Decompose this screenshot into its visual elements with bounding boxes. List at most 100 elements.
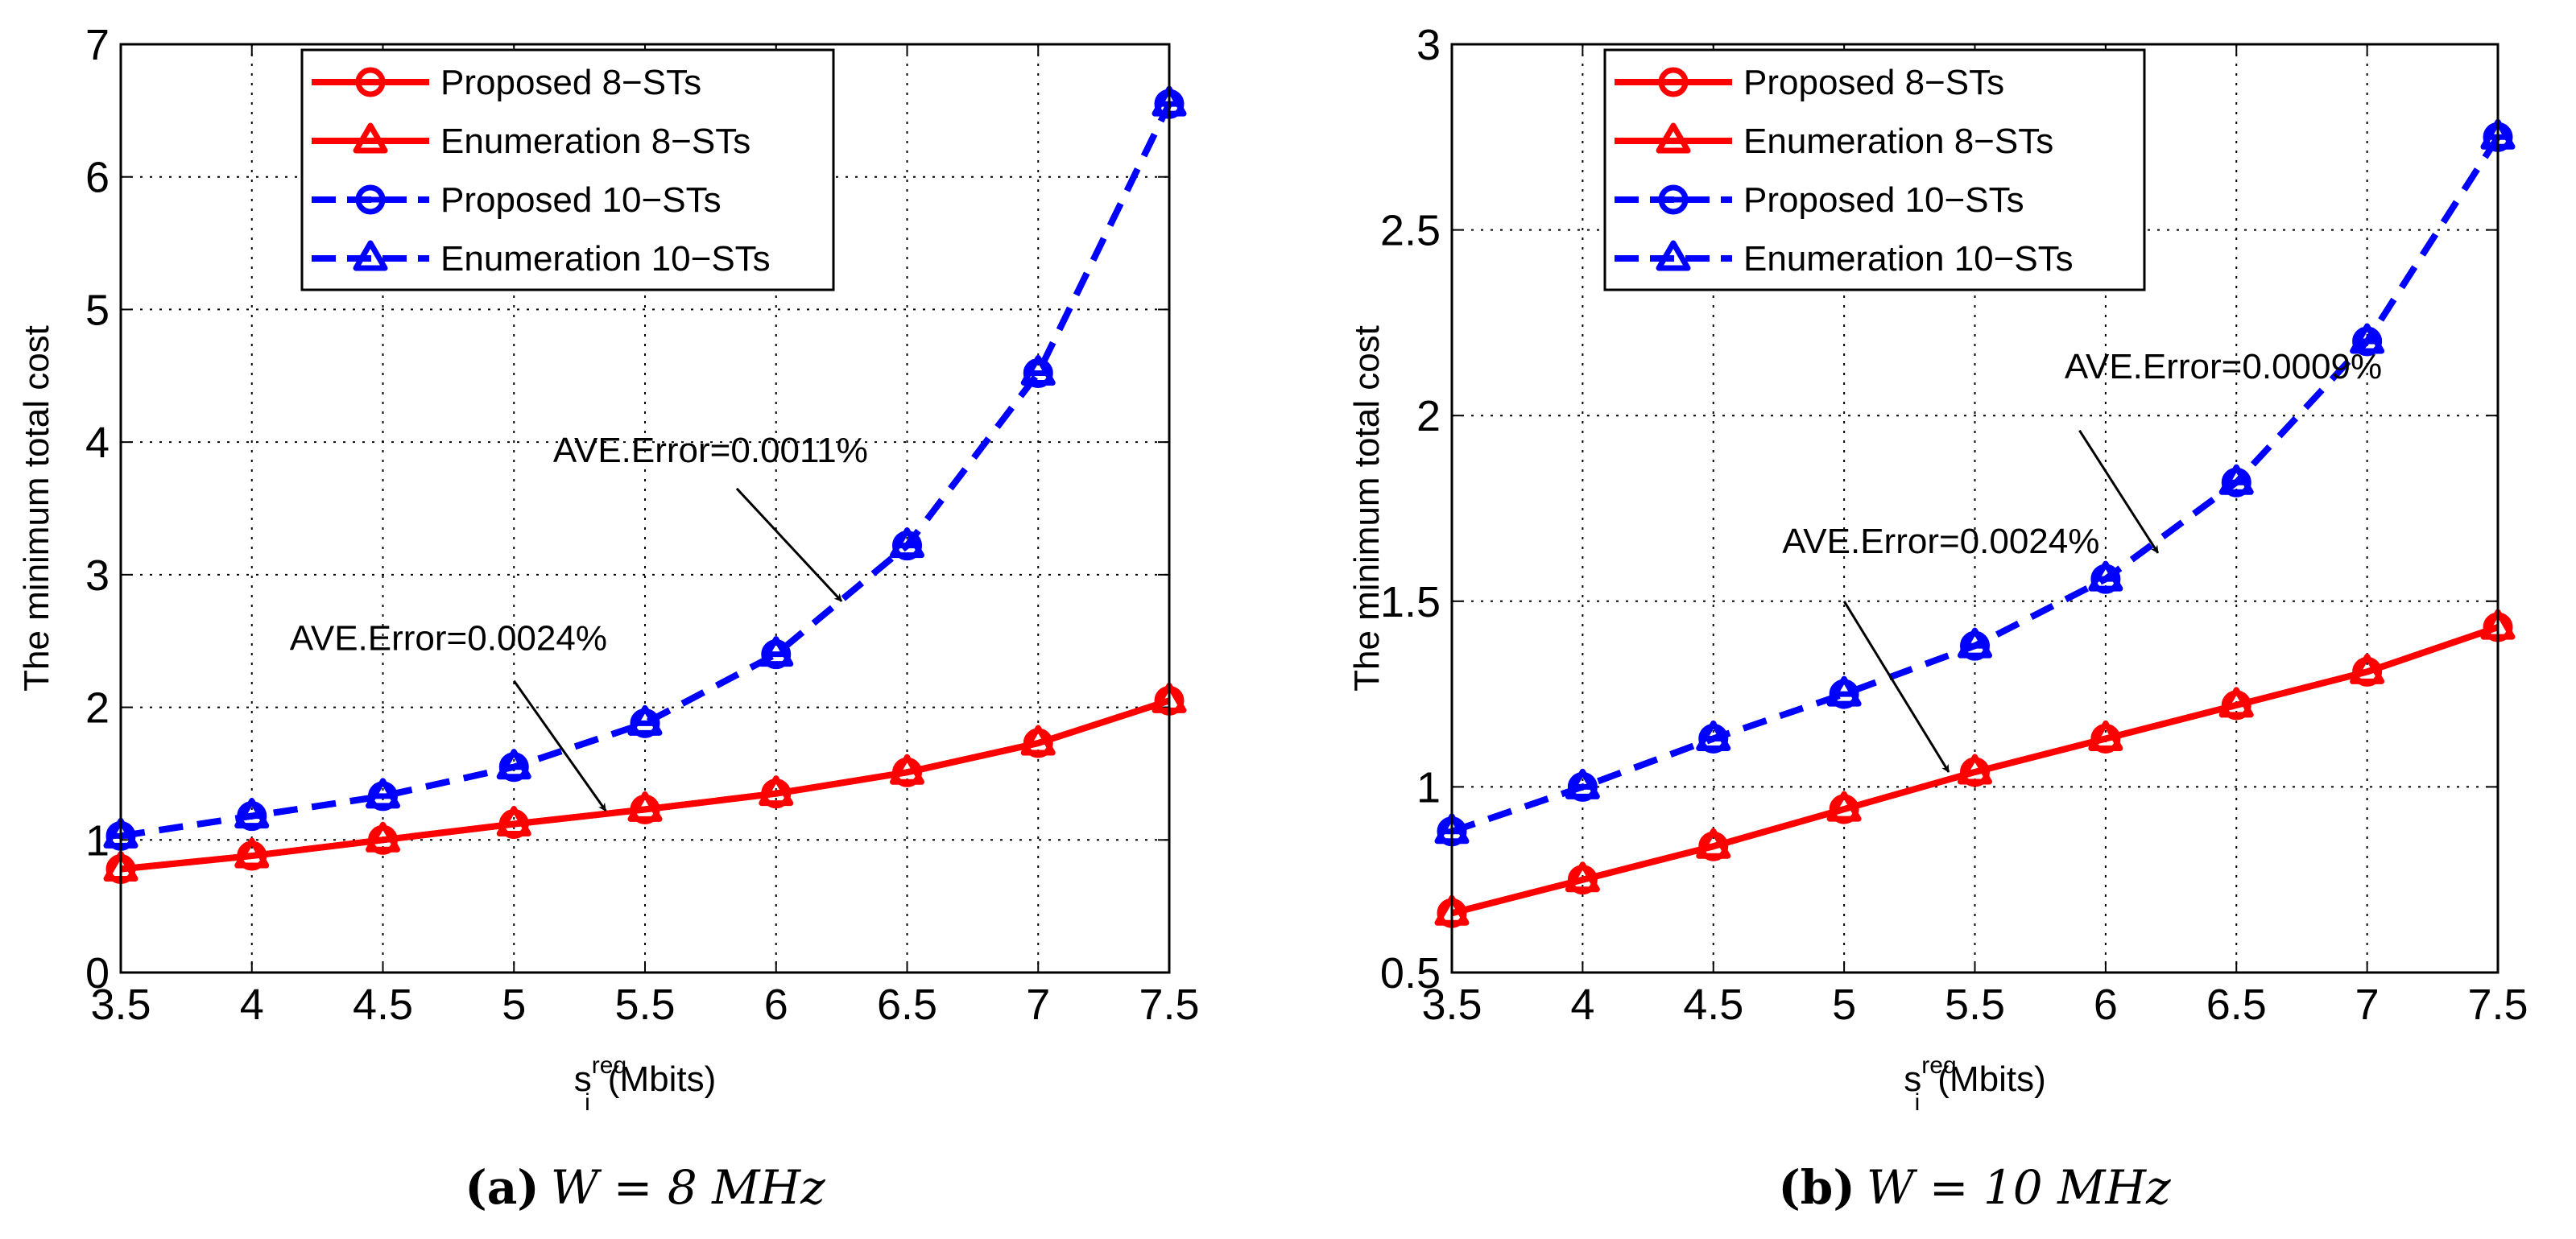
data-point-b-1: [1958, 754, 1992, 785]
data-point-a-1: [1020, 725, 1056, 756]
annotation-arrow-b-1: [1842, 601, 1950, 773]
data-point-b-3: [2088, 560, 2123, 592]
legend-marker-a-1: [353, 122, 388, 154]
legend-b: Proposed 8−STs Enumeration 8−STs Proposed …: [1603, 48, 2146, 291]
x-axis-label-main-b: s: [1904, 1059, 1921, 1099]
x-tick-label-a: 6.5: [877, 981, 937, 1029]
legend-label-b-0: Proposed 8−STs: [1743, 63, 2004, 102]
data-point-b-1: [1696, 828, 1731, 859]
data-point-a-3: [627, 704, 663, 736]
y-tick-label-a: 2: [85, 684, 110, 733]
caption-label-b: (b): [1778, 1160, 1854, 1215]
x-tick-label-a: 3.5: [90, 981, 151, 1029]
legend-label-a-0: Proposed 8−STs: [440, 63, 701, 102]
legend-box-b: [1603, 48, 2146, 291]
legend-a: Proposed 8−STs Enumeration 8−STs Proposed …: [300, 48, 835, 291]
data-point-a-3: [234, 798, 270, 829]
y-tick-label-a: 5: [85, 286, 110, 334]
x-axis-label-main-a: s: [574, 1059, 592, 1099]
annotation-arrow-a-1: [513, 679, 607, 812]
series-line-b-3: [1450, 135, 2501, 835]
annotation-arrow-a-0: [735, 487, 843, 602]
panel-b: 3.5 4 4.5 5 5.5 6 6.5 7 7.5 0.5 1 1.5 2 2.5 3 AVE.Error…: [1347, 21, 2528, 1215]
y-tick-label-b: 2: [1416, 392, 1441, 440]
y-tick-label-b: 0.5: [1380, 949, 1441, 997]
data-point-b-1: [1826, 791, 1862, 822]
x-tick-label-a: 7: [1026, 981, 1050, 1029]
data-point-b-3: [1958, 627, 1992, 659]
x-axis-label-sup-b: req: [1921, 1052, 1956, 1079]
data-point-b-3: [2218, 464, 2254, 495]
data-point-a-3: [496, 749, 531, 780]
data-point-a-1: [234, 837, 270, 869]
data-point-a-1: [627, 791, 663, 822]
annotation-text-b-1: AVE.Error=0.0024%: [1782, 522, 2099, 561]
axes-frame-a: [119, 43, 1171, 974]
x-tick-label-a: 4.5: [353, 981, 413, 1029]
legend-marker-a-3: [353, 240, 388, 271]
data-point-a-1: [890, 754, 924, 785]
x-tick-label-b: 6.5: [2206, 981, 2267, 1029]
data-point-a-3: [366, 778, 400, 809]
x-tick-label-b: 4.5: [1683, 981, 1743, 1029]
data-point-a-1: [759, 775, 794, 807]
legend-marker-b-3: [1656, 240, 1691, 271]
caption-b: (b) W = 10 MHz: [1778, 1160, 2171, 1215]
data-point-b-1: [2350, 653, 2385, 684]
x-tick-label-b: 7: [2355, 981, 2380, 1029]
x-tick-label-b: 3.5: [1421, 981, 1482, 1029]
legend-marker-a-2: [355, 184, 386, 215]
x-tick-label-b: 6: [2094, 981, 2118, 1029]
data-point-b-3: [1565, 768, 1600, 799]
x-axis-label-unit-a: (Mbits): [608, 1059, 716, 1099]
legend-label-a-3: Enumeration 10−STs: [440, 239, 771, 279]
legend-marker-a-0: [355, 67, 386, 97]
y-tick-label-a: 6: [85, 154, 110, 202]
data-point-b-1: [2088, 720, 2123, 751]
axes-frame-b: [1450, 43, 2500, 974]
legend-label-b-2: Proposed 10−STs: [1743, 180, 2024, 220]
y-tick-label-a: 0: [85, 949, 110, 997]
annotation-text-b-0: AVE.Error=0.0009%: [2065, 347, 2382, 386]
x-tick-label-a: 5: [502, 981, 526, 1029]
y-tick-label-a: 3: [85, 551, 110, 600]
data-point-a-1: [366, 821, 400, 853]
x-axis-label-unit-b: (Mbits): [1937, 1059, 2045, 1099]
legend-marker-b-0: [1658, 67, 1689, 97]
data-point-a-3: [890, 527, 924, 559]
caption-text-a: W = 8 MHz: [551, 1160, 825, 1215]
y-axis-label-b: The minimum total cost: [1347, 325, 1387, 692]
x-tick-label-a: 6: [764, 981, 788, 1029]
series-line-a-1: [120, 697, 1171, 873]
series-b-3: [1434, 118, 2516, 845]
annotation-arrow-b-0: [2078, 429, 2160, 554]
series-line-b-1: [1451, 624, 2500, 917]
y-tick-label-b: 1: [1416, 763, 1441, 812]
x-tick-label-b: 5.5: [1945, 981, 2005, 1029]
x-tick-label-b: 7.5: [2467, 981, 2528, 1029]
legend-label-b-1: Enumeration 8−STs: [1743, 122, 2053, 161]
x-axis-label-sub-a: i: [585, 1089, 590, 1116]
legend-label-a-1: Enumeration 8−STs: [440, 122, 750, 161]
legend-marker-b-2: [1658, 184, 1689, 215]
legend-label-b-3: Enumeration 10−STs: [1743, 239, 2074, 279]
x-tick-label-a: 4: [240, 981, 264, 1029]
x-tick-label-b: 5: [1832, 981, 1856, 1029]
data-point-b-3: [2350, 323, 2385, 354]
panel-a: 3.5 4 4.5 5 5.5 6 6.5 7 7.5 0 1 2 3 4 5 6 7 AVE.Error=0.0…: [17, 21, 1200, 1215]
data-point-a-3: [759, 636, 794, 667]
y-axis-label-a: The minimum total cost: [17, 325, 56, 692]
legend-box-a: [300, 48, 835, 291]
data-point-b-1: [1565, 861, 1600, 893]
annotation-text-a-1: AVE.Error=0.0024%: [290, 619, 607, 659]
legend-marker-b-1: [1656, 122, 1691, 154]
y-tick-label-b: 2.5: [1380, 207, 1441, 255]
x-tick-label-b: 4: [1570, 981, 1594, 1029]
x-axis-label-a: sreq i (Mbits): [574, 1052, 716, 1116]
data-point-a-1: [496, 806, 531, 837]
x-axis-label-sub-b: i: [1915, 1089, 1921, 1116]
y-tick-label-b: 1.5: [1380, 578, 1441, 626]
series-line-a-3: [120, 102, 1172, 840]
x-tick-label-a: 7.5: [1139, 981, 1199, 1029]
